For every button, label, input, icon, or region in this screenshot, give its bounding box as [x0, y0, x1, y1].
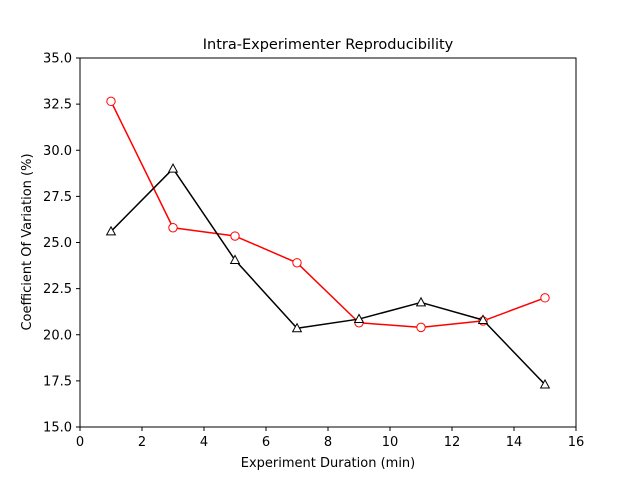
y-tick-label: 15.0	[43, 421, 72, 436]
y-axis: 15.0 17.5 20.0 22.5 25.0 27.5 30.0 32.5 35.0	[43, 52, 80, 436]
y-tick-label: 35.0	[43, 52, 72, 67]
x-tick-label: 8	[324, 435, 332, 450]
data-point	[291, 322, 303, 333]
y-tick-label: 20.0	[43, 328, 72, 343]
y-tick-label: 30.0	[43, 144, 72, 159]
x-tick-label: 0	[76, 435, 84, 450]
series-line-1	[110, 101, 546, 329]
data-point	[353, 313, 365, 324]
data-point	[168, 223, 178, 233]
data-point	[416, 322, 426, 333]
x-tick-label: 14	[506, 435, 523, 450]
x-tick-label: 2	[138, 435, 146, 450]
x-axis-label: Experiment Duration (min)	[241, 456, 416, 471]
data-point	[105, 225, 117, 236]
y-tick-label: 32.5	[43, 98, 72, 113]
x-tick-label: 16	[568, 435, 585, 450]
chart-title: Intra-Experimenter Reproducibility	[203, 37, 454, 53]
data-point	[292, 258, 302, 268]
data-point	[106, 96, 116, 107]
data-point	[539, 378, 551, 389]
data-point	[229, 254, 241, 264]
x-tick-label: 6	[262, 435, 270, 450]
y-axis-label: Coefficient Of Variation (%)	[20, 153, 35, 330]
data-point	[415, 296, 427, 307]
data-point	[477, 314, 489, 324]
y-tick-label: 22.5	[43, 282, 72, 297]
series-line-2	[110, 167, 546, 386]
x-axis: 0 2 4 6 8 10 12 14 16	[76, 427, 584, 450]
x-tick-label: 12	[444, 435, 461, 450]
series-layer	[105, 96, 551, 389]
data-point	[230, 231, 240, 241]
x-tick-label: 10	[382, 435, 399, 450]
y-tick-label: 17.5	[43, 374, 72, 389]
y-tick-label: 27.5	[43, 190, 72, 205]
data-point	[167, 163, 179, 173]
data-point	[540, 293, 550, 303]
y-tick-label: 25.0	[43, 236, 72, 251]
x-tick-label: 4	[200, 435, 208, 450]
